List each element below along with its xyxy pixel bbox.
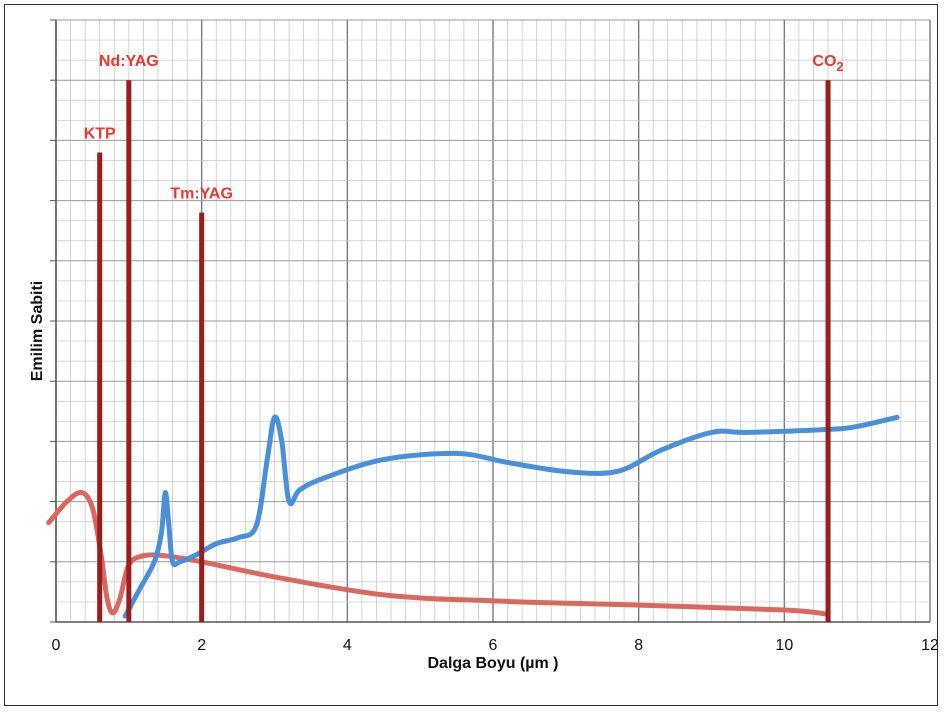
x-tick-label: 4 [343, 637, 352, 654]
x-axis-title: Dalga Boyu (µm ) [427, 655, 558, 672]
blue-absorption-curve [122, 414, 900, 619]
laser-label-ktp: KTP [84, 125, 116, 142]
x-tick-labels: 0 2 4 6 8 10 12 [52, 637, 939, 654]
x-tick-label: 0 [52, 637, 61, 654]
red-absorption-curve [46, 489, 831, 617]
chart-frame [4, 4, 938, 706]
laser-label-tm-yag: Tm:YAG [170, 186, 233, 203]
grid [55, 19, 931, 623]
x-tick-label: 10 [775, 637, 793, 654]
x-tick-label: 6 [489, 637, 498, 654]
x-tick-label: 8 [634, 637, 643, 654]
laser-label-co: CO2 [812, 53, 843, 74]
laser-lines: KTP Nd:YAG Tm:YAG CO2 [84, 53, 844, 622]
laser-label-nd-yag: Nd:YAG [99, 53, 159, 70]
y-axis-title: Emilim Sabiti [29, 281, 46, 381]
x-tick-label: 2 [197, 637, 206, 654]
x-tick-label: 12 [921, 637, 939, 654]
series [46, 414, 900, 619]
